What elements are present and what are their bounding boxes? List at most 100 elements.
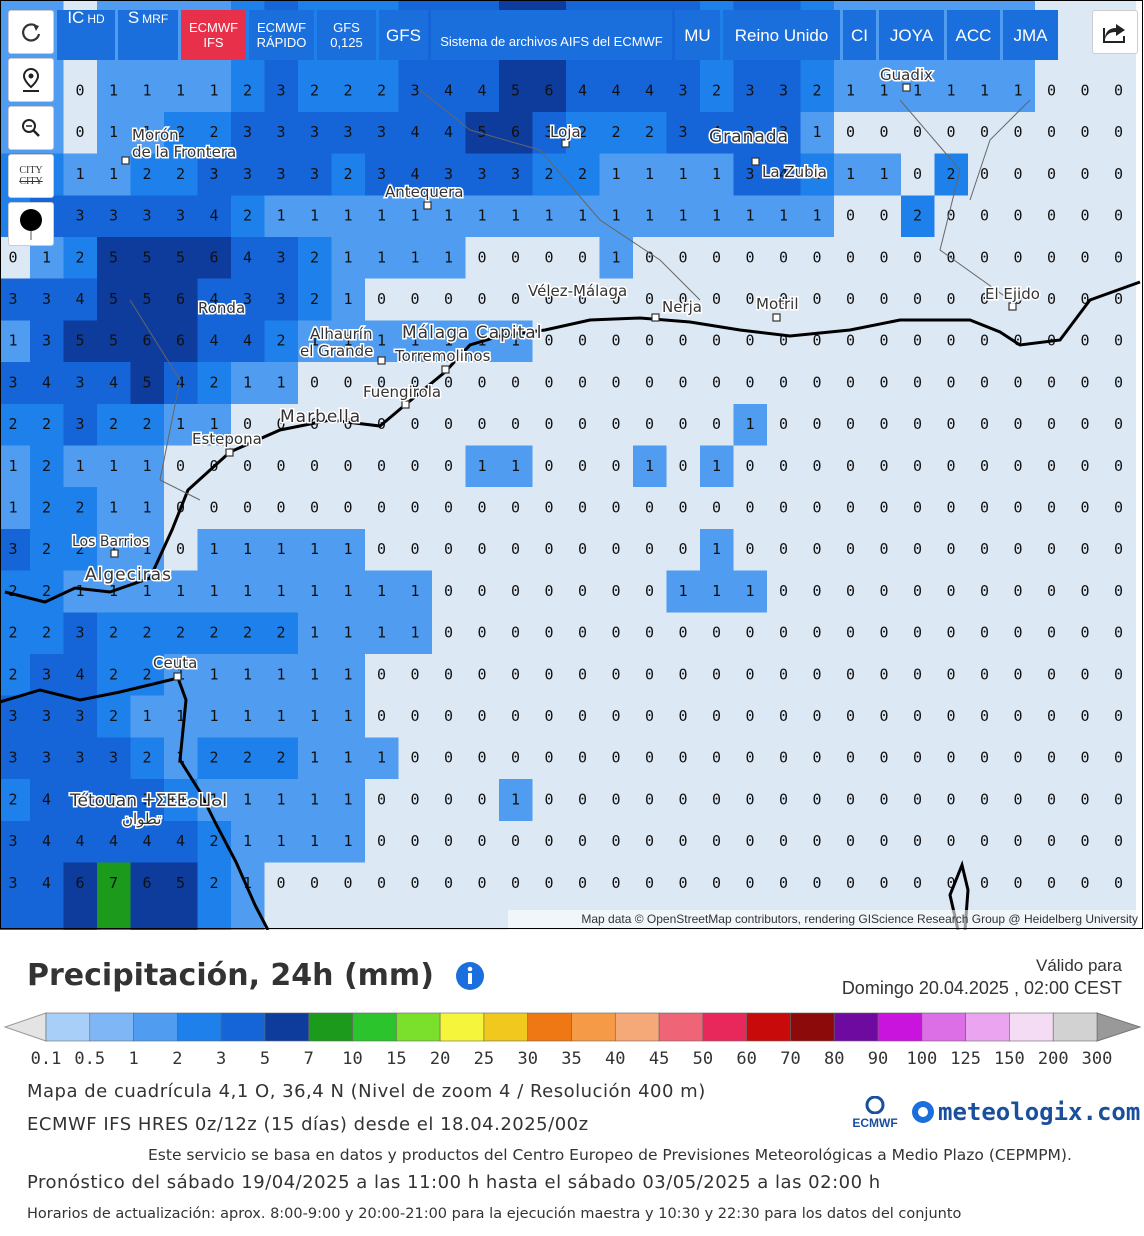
legend-tick: 50 — [693, 1049, 713, 1069]
city-button[interactable]: CITY CITY — [8, 154, 54, 198]
grid-value: 0 — [779, 707, 788, 725]
grid-cell — [1034, 570, 1069, 613]
model-button[interactable]: GFS — [379, 10, 428, 60]
grid-value: 3 — [209, 165, 218, 183]
grid-value: 0 — [209, 499, 218, 517]
grid-cell — [666, 195, 701, 238]
grid-cell — [599, 320, 634, 363]
grid-value: 4 — [75, 290, 84, 308]
grid-cell — [900, 362, 935, 405]
grid-cell — [1001, 570, 1036, 613]
grid-cell — [632, 570, 667, 613]
grid-value: 0 — [611, 499, 620, 517]
grid-cell — [331, 320, 366, 363]
legend-arrow-right — [1096, 1012, 1142, 1042]
grid-cell — [733, 737, 768, 780]
model-button[interactable]: IC HD — [57, 9, 115, 60]
grid-value: 0 — [1013, 665, 1022, 683]
grid-cell — [498, 612, 533, 655]
refresh-button[interactable] — [8, 10, 54, 54]
grid-value: 1 — [243, 707, 252, 725]
grid-cell — [532, 820, 567, 863]
grid-cell — [364, 278, 399, 321]
grid-value: 0 — [410, 373, 419, 391]
grid-cell — [900, 195, 935, 238]
model-button[interactable]: GFS 0,125 — [317, 10, 376, 60]
grid-cell — [1068, 362, 1103, 405]
grid-cell — [800, 612, 835, 655]
grid-cell — [532, 278, 567, 321]
grid-value: 0 — [879, 874, 888, 892]
grid-value: 0 — [846, 332, 855, 350]
zoom-button[interactable] — [8, 106, 54, 150]
model-button[interactable]: ECMWF RÁPIDO — [249, 10, 314, 60]
grid-value: 1 — [209, 790, 218, 808]
model-button[interactable]: JMA — [1003, 10, 1058, 60]
grid-value: 3 — [343, 123, 352, 141]
grid-cell — [163, 445, 198, 488]
grid-cell — [331, 195, 366, 238]
grid-cell — [29, 779, 64, 822]
grid-cell — [733, 362, 768, 405]
grid-value: 0 — [578, 707, 587, 725]
grid-cell — [63, 153, 98, 196]
grid-cell — [331, 737, 366, 780]
grid-value: 0 — [1047, 624, 1056, 642]
grid-value: 0 — [879, 832, 888, 850]
grid-value: 1 — [846, 165, 855, 183]
share-button[interactable] — [1092, 10, 1138, 54]
grid-cell — [900, 612, 935, 655]
grid-value: 0 — [913, 790, 922, 808]
grid-value: 6 — [142, 874, 151, 892]
grid-value: 0 — [812, 373, 821, 391]
info-icon[interactable] — [455, 961, 485, 991]
model-button[interactable]: S MRF — [118, 9, 178, 60]
grid-cell — [699, 278, 734, 321]
model-button[interactable]: CI — [843, 10, 876, 60]
grid-cell — [63, 403, 98, 446]
grid-value: 0 — [544, 373, 553, 391]
legend-tick: 10 — [342, 1049, 362, 1069]
grid-value: 1 — [779, 207, 788, 225]
grid-cell — [800, 820, 835, 863]
grid-value: 0 — [611, 624, 620, 642]
model-button[interactable]: ACC — [947, 10, 1000, 60]
marker-button[interactable] — [8, 202, 54, 246]
grid-cell — [666, 278, 701, 321]
grid-value: 0 — [578, 624, 587, 642]
grid-cell — [29, 695, 64, 738]
grid-cell — [867, 779, 902, 822]
grid-cell — [465, 528, 500, 572]
map-frame — [0, 0, 1143, 929]
model-button[interactable]: MU — [675, 10, 720, 60]
grid-value: 0 — [511, 499, 520, 517]
grid-value: 3 — [377, 123, 386, 141]
grid-value: 0 — [879, 582, 888, 600]
legend-swatch — [177, 1012, 222, 1042]
grid-cell — [699, 612, 734, 655]
grid-cell — [565, 612, 600, 655]
model-button[interactable]: JOYA — [879, 10, 944, 60]
location-button[interactable] — [8, 58, 54, 102]
map: 1 1 0 1 1 1 1 2 3 2 2 2 3 4 4 5 6 4 4 4 3 2 3 3 2 1 1 1 1 1 1 0 0 0 1 1 0 1 1 2… — [0, 0, 1144, 930]
model-button[interactable]: ECMWF IFS — [181, 10, 246, 60]
grid-cell — [833, 653, 868, 697]
city-text: CITY — [19, 176, 43, 187]
grid-value: 0 — [846, 790, 855, 808]
grid-cell — [800, 653, 835, 697]
grid-value: 0 — [913, 499, 922, 517]
grid-cell — [833, 528, 868, 572]
grid-value: 0 — [477, 790, 486, 808]
grid-value: 0 — [410, 665, 419, 683]
grid-value: 0 — [745, 499, 754, 517]
grid-value: 0 — [1013, 248, 1022, 266]
model-button[interactable]: Sistema de archivos AIFS del ECMWF — [431, 10, 672, 60]
grid-value: 2 — [8, 415, 17, 433]
grid-cell — [934, 653, 969, 697]
grid-cell — [733, 195, 768, 238]
grid-value: 5 — [477, 123, 486, 141]
grid-value: 1 — [276, 832, 285, 850]
model-button[interactable]: Reino Unido — [723, 10, 840, 60]
grid-cell — [565, 445, 600, 488]
grid-cell — [364, 445, 399, 488]
